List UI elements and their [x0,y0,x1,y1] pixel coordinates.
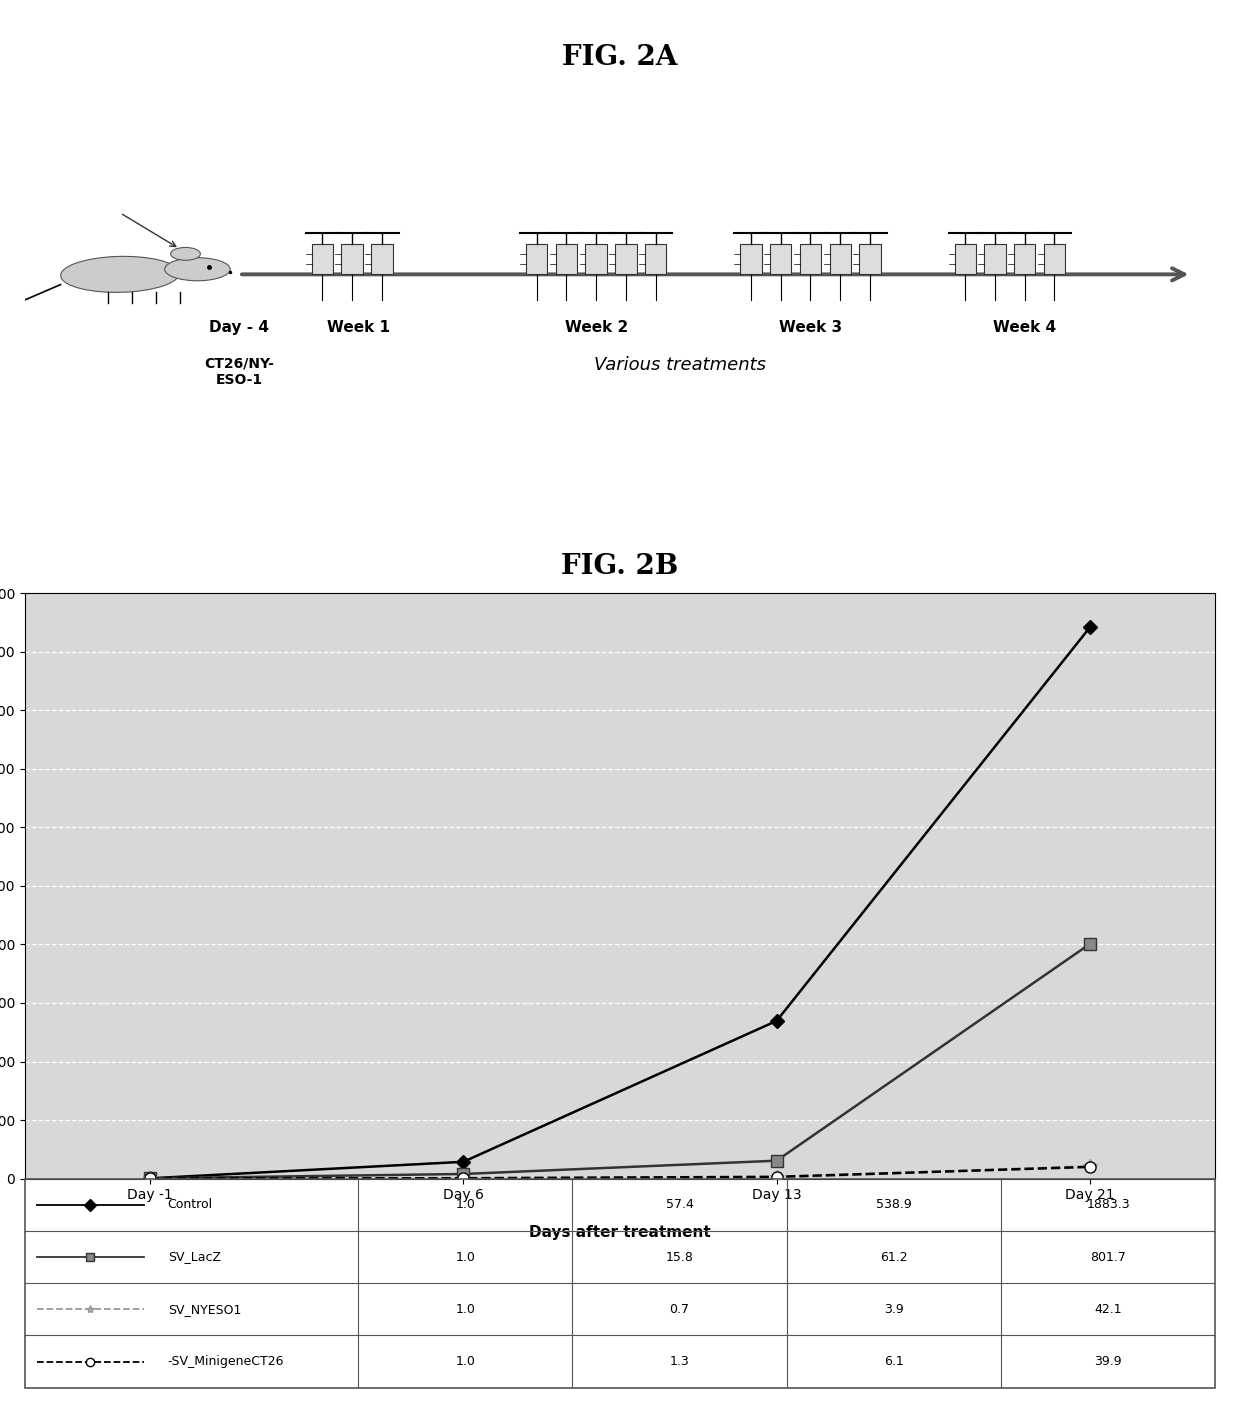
Text: 1883.3: 1883.3 [1086,1198,1130,1211]
Text: SV_NYESO1: SV_NYESO1 [167,1303,241,1315]
Bar [1014,244,1035,275]
Text: CT26/NY-
ESO-1: CT26/NY- ESO-1 [205,357,274,387]
Text: 15.8: 15.8 [666,1250,693,1263]
Text: 538.9: 538.9 [875,1198,911,1211]
Title: FIG. 2B: FIG. 2B [562,552,678,579]
Text: FIG. 2A: FIG. 2A [562,44,678,71]
Ellipse shape [61,256,180,292]
Text: 39.9: 39.9 [1094,1355,1122,1368]
Bar [1044,244,1065,275]
Text: 1.0: 1.0 [455,1303,475,1315]
Text: 1.0: 1.0 [455,1198,475,1211]
X-axis label: Days after treatment: Days after treatment [529,1225,711,1240]
Bar [859,244,880,275]
Text: 6.1: 6.1 [884,1355,904,1368]
Bar [645,244,666,275]
Bar [556,244,577,275]
Bar [800,244,821,275]
Text: 61.2: 61.2 [880,1250,908,1263]
Bar [770,244,791,275]
Bar [985,244,1006,275]
Text: Week 2: Week 2 [564,320,627,336]
Bar [311,244,334,275]
Bar [830,244,851,275]
Text: 57.4: 57.4 [666,1198,693,1211]
Bar [526,244,547,275]
Bar [740,244,761,275]
Text: Control: Control [167,1198,213,1211]
Text: Week 1: Week 1 [326,320,389,336]
Text: SV_LacZ: SV_LacZ [167,1250,221,1263]
Ellipse shape [171,248,201,261]
Text: 42.1: 42.1 [1094,1303,1122,1315]
Text: -SV_MinigeneCT26: -SV_MinigeneCT26 [167,1355,284,1368]
Text: 3.9: 3.9 [884,1303,904,1315]
Bar [585,244,606,275]
Text: Week 3: Week 3 [779,320,842,336]
Text: 1.0: 1.0 [455,1250,475,1263]
Text: 0.7: 0.7 [670,1303,689,1315]
Bar [371,244,393,275]
Text: Week 4: Week 4 [993,320,1056,336]
Text: Various treatments: Various treatments [594,357,765,374]
Bar [615,244,636,275]
Text: 1.3: 1.3 [670,1355,689,1368]
Text: 1.0: 1.0 [455,1355,475,1368]
Text: 801.7: 801.7 [1090,1250,1126,1263]
Text: Day - 4: Day - 4 [210,320,269,336]
Bar [955,244,976,275]
Ellipse shape [165,258,231,280]
Bar [341,244,363,275]
